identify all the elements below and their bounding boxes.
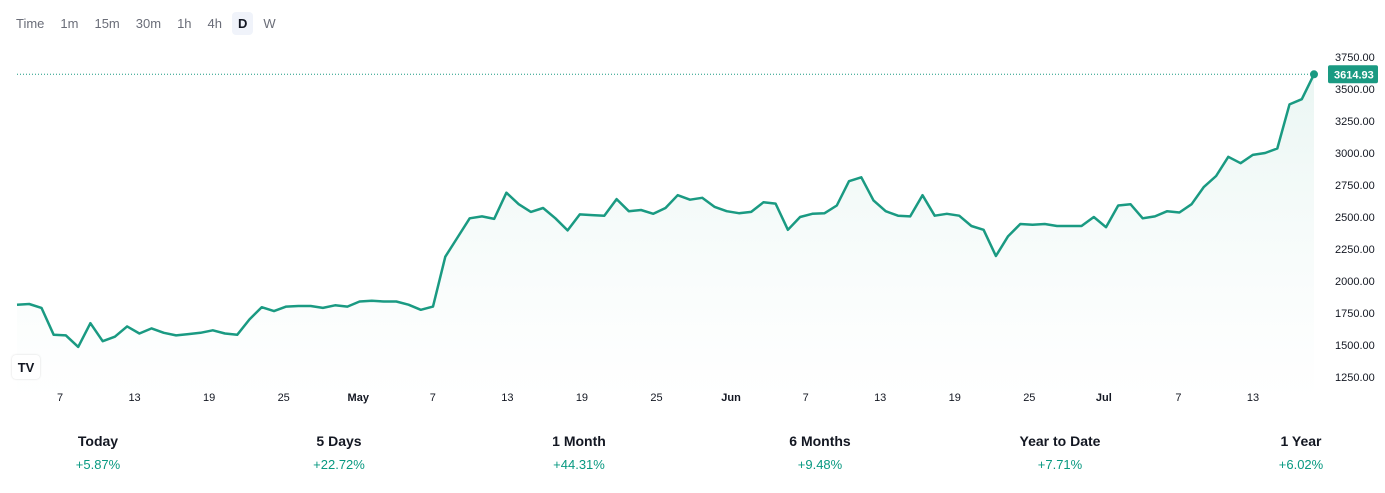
timeframe-toolbar: Time 1m 15m 30m 1h 4h D W [10, 10, 282, 36]
y-tick-label: 2750.00 [1335, 180, 1375, 192]
x-tick-label: 7 [430, 392, 436, 404]
price-tag-label: 3614.93 [1334, 69, 1374, 81]
perf-5-days[interactable]: 5 Days +22.72% [269, 430, 409, 475]
y-tick-label: 3500.00 [1335, 84, 1375, 96]
perf-label: Today [77, 433, 119, 449]
timeframe-time[interactable]: Time [16, 15, 45, 31]
perf-value: +5.87% [75, 457, 121, 472]
performance-bar: Today +5.87% 5 Days +22.72% 1 Month +44.… [0, 430, 1385, 490]
timeframe-d[interactable]: D [232, 11, 254, 35]
perf-label: 5 Days [316, 433, 362, 449]
timeframe-w[interactable]: W [263, 15, 276, 31]
y-axis: 1250.00 1500.00 1750.00 2000.00 2250.00 2500.… [1335, 52, 1375, 384]
timeframe-4h[interactable]: 4h [207, 15, 222, 31]
timeframe-1h[interactable]: 1h [177, 15, 192, 31]
y-tick-label: 2250.00 [1335, 244, 1375, 256]
x-tick-label: 25 [278, 392, 290, 404]
price-tag [1328, 65, 1378, 84]
perf-value: +22.72% [313, 457, 365, 472]
x-tick-label: 7 [803, 392, 809, 404]
x-tick-label: 13 [1247, 392, 1259, 404]
x-tick-label: 19 [203, 392, 215, 404]
perf-year-to-date[interactable]: Year to Date +7.71% [990, 430, 1130, 475]
y-tick-label: 3000.00 [1335, 148, 1375, 160]
perf-label: 6 Months [789, 433, 851, 449]
area-layer [17, 74, 1314, 401]
perf-today[interactable]: Today +5.87% [28, 430, 168, 475]
perf-1-year[interactable]: 1 Year +6.02% [1231, 430, 1371, 475]
x-tick-label: 13 [874, 392, 886, 404]
perf-label: 1 Month [552, 433, 606, 449]
x-tick-label: 13 [501, 392, 513, 404]
timeframe-15m[interactable]: 15m [94, 15, 120, 31]
y-tick-label: 3750.00 [1335, 52, 1375, 64]
price-tag-layer: 3614.93 [1328, 65, 1378, 84]
x-tick-label: Jul [1096, 392, 1112, 404]
y-tick-label: 3250.00 [1335, 116, 1375, 128]
y-tick-label: 1250.00 [1335, 372, 1375, 384]
x-tick-label: 13 [128, 392, 140, 404]
x-tick-label: Jun [721, 392, 741, 404]
y-tick-label: 2500.00 [1335, 212, 1375, 224]
x-tick-label: 19 [949, 392, 961, 404]
x-tick-label: 7 [57, 392, 63, 404]
tradingview-logo[interactable]: TV [12, 355, 40, 379]
x-tick-label: 7 [1175, 392, 1181, 404]
timeframe-30m[interactable]: 30m [135, 15, 162, 31]
perf-value: +7.71% [1037, 457, 1083, 472]
price-line [16, 73, 1316, 349]
price-chart[interactable]: 1250.00 1500.00 1750.00 2000.00 2250.00 2500.… [0, 40, 1385, 410]
x-axis: 7 13 19 25 May 7 13 19 25 Jun 7 13 19 25 Jul 7 13 [57, 392, 1259, 404]
price-area [17, 74, 1314, 401]
y-tick-label: 1500.00 [1335, 340, 1375, 352]
y-tick-label: 1750.00 [1335, 308, 1375, 320]
line-layer [16, 70, 1318, 349]
x-tick-label: 25 [1023, 392, 1035, 404]
perf-6-months[interactable]: 6 Months +9.48% [750, 430, 890, 475]
perf-label: 1 Year [1280, 433, 1322, 449]
perf-value: +9.48% [797, 457, 843, 472]
x-tick-label: May [348, 392, 370, 404]
perf-1-month[interactable]: 1 Month +44.31% [509, 430, 649, 475]
y-tick-label: 2000.00 [1335, 276, 1375, 288]
x-tick-label: 25 [650, 392, 662, 404]
perf-value: +44.31% [553, 457, 605, 472]
x-tick-label: 19 [576, 392, 588, 404]
perf-label: Year to Date [1019, 433, 1101, 449]
timeframe-1m[interactable]: 1m [60, 15, 79, 31]
perf-value: +6.02% [1278, 457, 1324, 472]
last-point [1310, 70, 1318, 79]
